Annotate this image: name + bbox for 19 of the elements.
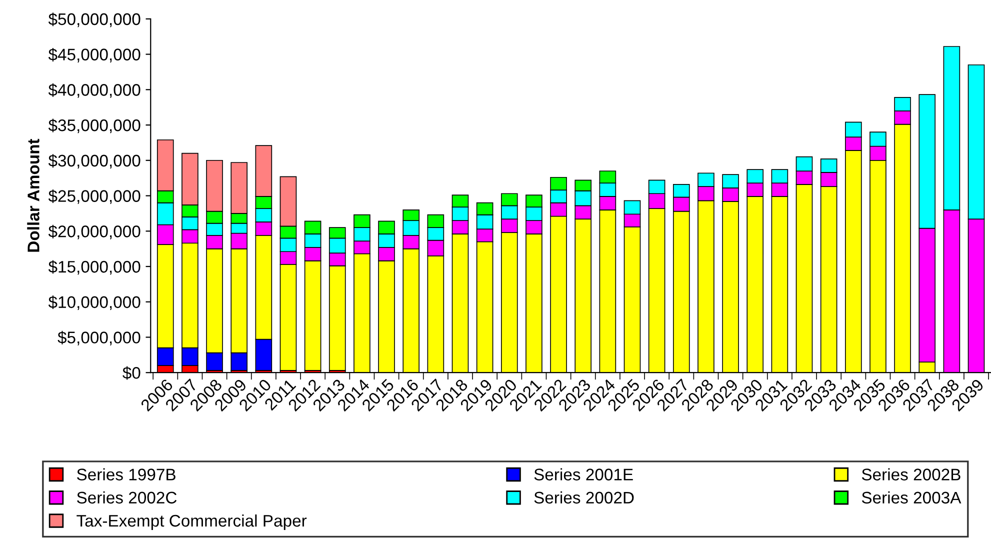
legend-label: Series 2002C (77, 491, 177, 504)
y-tick-label: $20,000,000 (48, 224, 140, 240)
y-tick-label: $50,000,000 (48, 12, 140, 28)
legend-label: Series 2002B (862, 468, 960, 480)
y-tick-label: $45,000,000 (48, 48, 140, 62)
y-tick-label: $5,000,000 (58, 330, 140, 346)
legend-label: Tax-Exempt Commercial Paper (76, 514, 307, 530)
y-tick-label: $40,000,000 (48, 83, 140, 98)
y-tick-label: $30,000,000 (48, 154, 140, 169)
legend-label: Series 2002D (534, 491, 634, 504)
y-tick-label: $15,000,000 (48, 260, 140, 275)
y-axis-title: Dollar Amount (27, 138, 40, 252)
y-tick-label: $35,000,000 (48, 118, 140, 134)
legend-label: Series 1997B (77, 468, 176, 480)
y-tick-label: $10,000,000 (48, 296, 140, 310)
legend-label: Series 2001E (534, 468, 633, 480)
y-tick-label: $25,000,000 (48, 189, 140, 204)
y-tick-label: $0 (122, 366, 140, 380)
legend-label: Series 2003A (862, 491, 962, 504)
